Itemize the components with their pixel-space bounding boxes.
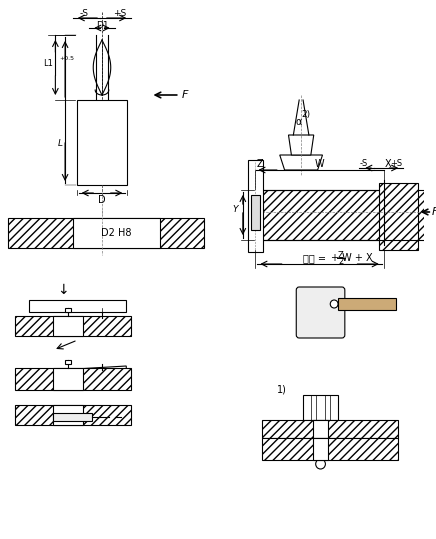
Text: ↓: ↓ (57, 283, 69, 297)
Bar (54, 413, 92, 421)
Bar (54, 405, 82, 425)
Text: +S: +S (390, 158, 402, 168)
Text: D: D (98, 195, 106, 205)
Text: D2 H8: D2 H8 (101, 228, 132, 238)
Text: Z: Z (338, 251, 344, 259)
Bar (65, 308, 71, 312)
Text: L: L (58, 139, 63, 148)
Bar (313, 438, 328, 460)
Bar (338, 298, 396, 310)
Bar (14, 368, 131, 390)
Bar (54, 316, 82, 336)
Text: 2: 2 (338, 257, 344, 266)
Text: D1: D1 (95, 20, 108, 30)
Bar (77, 100, 127, 185)
Text: F: F (181, 90, 188, 100)
Text: 간격 =: 간격 = (303, 253, 329, 263)
Bar (262, 420, 398, 438)
Bar (313, 420, 328, 438)
Text: 2): 2) (301, 110, 310, 120)
Bar (379, 183, 418, 250)
Text: -S: -S (359, 158, 368, 168)
Text: 1): 1) (277, 385, 286, 395)
Text: F: F (432, 207, 436, 217)
Bar (14, 405, 131, 425)
Circle shape (98, 370, 106, 378)
Polygon shape (289, 135, 314, 155)
Circle shape (330, 300, 338, 308)
Bar (65, 360, 71, 364)
Circle shape (316, 459, 325, 469)
Bar (303, 395, 338, 420)
Text: X: X (384, 159, 391, 169)
Bar (255, 190, 436, 240)
Bar (251, 195, 260, 230)
Bar (54, 368, 82, 390)
Bar (73, 218, 160, 248)
Polygon shape (24, 366, 126, 378)
Text: -S: -S (80, 10, 89, 18)
Text: α: α (295, 117, 301, 127)
Text: L1: L1 (44, 59, 54, 67)
FancyBboxPatch shape (296, 287, 345, 338)
Text: + W + X: + W + X (331, 253, 373, 263)
Circle shape (378, 209, 389, 221)
Circle shape (108, 413, 115, 420)
Text: W: W (315, 159, 324, 169)
Circle shape (98, 318, 106, 326)
Polygon shape (280, 155, 323, 170)
Text: +0.5: +0.5 (59, 56, 74, 60)
Bar (8, 218, 204, 248)
Bar (262, 438, 398, 460)
Text: Z: Z (257, 159, 264, 169)
Bar (14, 316, 131, 336)
Bar (29, 300, 126, 312)
Text: Y: Y (232, 205, 238, 215)
Bar (248, 160, 263, 252)
Text: +S: +S (113, 10, 126, 18)
